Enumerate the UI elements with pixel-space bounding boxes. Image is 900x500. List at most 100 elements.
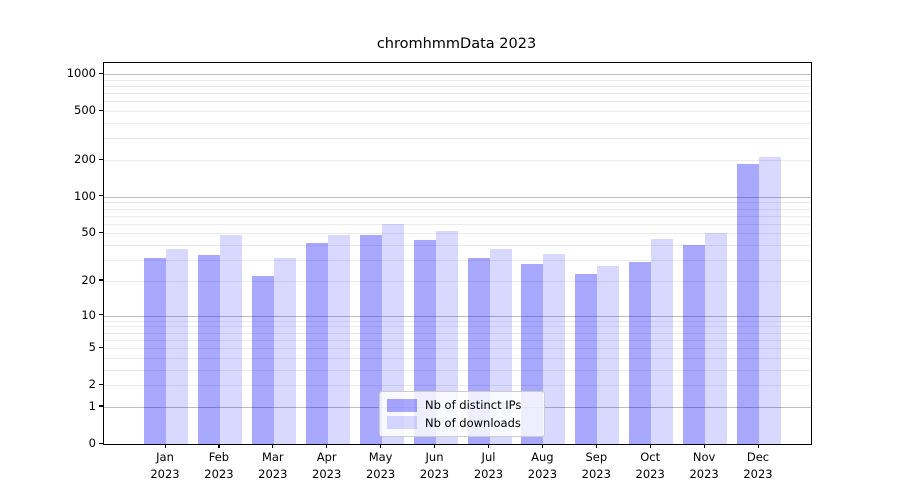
bar-downloads: [597, 265, 620, 444]
y-axis-tick-label: 1: [88, 398, 96, 413]
x-axis-tick: [164, 444, 166, 448]
y-axis-tick: [99, 346, 103, 348]
x-axis-year: 2023: [689, 466, 719, 481]
bar-downloads: [543, 253, 566, 444]
legend-item-distinct-ips: Nb of distinct IPs: [387, 398, 537, 412]
x-axis-tick-label: Nov 2023: [672, 449, 736, 482]
bar-distinct-ips: [144, 258, 166, 444]
x-axis-month: Dec: [746, 450, 770, 464]
y-axis-tick-label: 10: [81, 307, 96, 322]
x-axis-year: 2023: [150, 466, 180, 481]
x-axis-year: 2023: [743, 466, 773, 481]
x-axis-tick: [326, 444, 328, 448]
bar-downloads: [327, 234, 350, 444]
x-axis-tick: [380, 444, 382, 448]
bar-downloads: [273, 258, 296, 444]
x-axis-year: 2023: [365, 466, 396, 481]
minor-gridline: [104, 320, 811, 322]
x-axis-year: 2023: [419, 466, 450, 481]
x-axis-tick-label: Dec 2023: [726, 449, 790, 482]
chart-title: chromhmmData 2023: [376, 36, 537, 52]
y-axis-tick: [99, 231, 103, 234]
minor-gridline: [104, 260, 811, 262]
x-axis-month: May: [368, 450, 393, 464]
minor-gridline: [104, 348, 811, 349]
minor-gridline: [104, 111, 811, 113]
x-axis-tick-label: Jul 2023: [457, 449, 521, 482]
x-axis-year: 2023: [204, 466, 234, 481]
y-axis-tick: [99, 314, 103, 316]
minor-gridline: [104, 357, 811, 359]
plot-area: [103, 62, 812, 445]
x-axis-month: Jan: [156, 450, 174, 464]
minor-gridline: [104, 332, 811, 334]
minor-gridline: [104, 123, 811, 124]
bar-distinct-ips: [305, 242, 328, 444]
minor-gridline: [104, 326, 811, 328]
x-axis-year: 2023: [312, 466, 342, 481]
x-axis-tick: [434, 444, 436, 448]
bar-downloads: [219, 234, 242, 444]
minor-gridline: [104, 138, 811, 140]
y-axis-tick-label: 50: [81, 225, 96, 240]
bar-distinct-ips: [683, 245, 706, 444]
x-axis-tick-label: Oct 2023: [618, 449, 682, 482]
minor-gridline: [104, 208, 811, 210]
bar-distinct-ips: [629, 261, 652, 444]
x-axis-tick: [649, 444, 651, 448]
major-gridline: [104, 315, 811, 317]
x-axis-tick-label: Jun 2023: [403, 449, 467, 482]
legend-label-distinct-ips: Nb of distinct IPs: [425, 398, 522, 413]
x-axis-month: Nov: [692, 450, 716, 464]
x-axis-year: 2023: [635, 466, 665, 481]
y-axis-tick: [99, 279, 103, 281]
minor-gridline: [104, 79, 811, 81]
minor-gridline: [104, 93, 811, 95]
x-axis-tick: [272, 444, 274, 448]
minor-gridline: [104, 385, 811, 387]
x-axis-tick: [541, 444, 544, 448]
y-axis-tick-label: 500: [74, 103, 96, 118]
minor-gridline: [104, 160, 811, 161]
x-axis-month: Feb: [208, 450, 230, 464]
x-axis-month: Apr: [316, 450, 337, 464]
x-axis-tick: [703, 444, 705, 448]
minor-gridline: [104, 369, 811, 371]
legend-swatch-distinct-ips: [387, 398, 417, 412]
x-axis-tick-label: Sep 2023: [564, 449, 628, 482]
x-axis-tick: [488, 444, 490, 448]
minor-gridline: [104, 202, 811, 204]
minor-gridline: [104, 339, 811, 341]
x-axis-tick-label: Jan 2023: [133, 449, 197, 482]
x-axis-month: Aug: [531, 450, 554, 464]
y-axis-tick: [99, 383, 103, 385]
y-axis-tick: [99, 72, 103, 74]
bar-downloads: [705, 233, 728, 444]
minor-gridline: [104, 101, 811, 103]
y-axis-tick-label: 0: [88, 436, 96, 450]
y-axis-tick-label: 2: [88, 377, 96, 392]
bar-downloads: [651, 239, 674, 444]
bar-downloads: [759, 157, 781, 444]
x-axis-year: 2023: [527, 466, 558, 481]
legend: Nb of distinct IPs Nb of downloads: [379, 391, 545, 437]
x-axis-month: Jul: [481, 450, 496, 464]
x-axis-tick-label: May 2023: [349, 449, 413, 482]
x-axis-tick: [595, 444, 597, 448]
minor-gridline: [104, 215, 811, 217]
bar-downloads: [166, 249, 188, 444]
y-axis-tick-label: 5: [88, 340, 96, 354]
x-axis-month: Sep: [585, 450, 608, 464]
minor-gridline: [104, 245, 811, 247]
x-axis-tick-label: Aug 2023: [510, 449, 574, 482]
y-axis-tick-label: 20: [81, 272, 96, 287]
legend-label-downloads: Nb of downloads: [425, 415, 521, 430]
legend-item-downloads: Nb of downloads: [387, 416, 537, 430]
minor-gridline: [104, 223, 811, 225]
bar-distinct-ips: [197, 255, 220, 444]
y-axis-tick-label: 1000: [66, 66, 96, 80]
major-gridline: [104, 74, 811, 75]
x-axis-tick-label: Apr 2023: [295, 449, 359, 482]
x-axis-year: 2023: [581, 466, 611, 481]
